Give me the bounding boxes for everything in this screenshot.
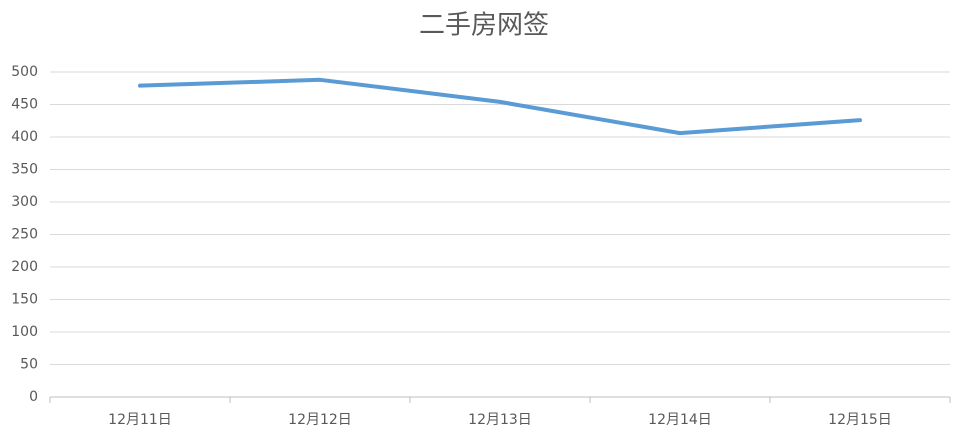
y-tick-label: 100 xyxy=(11,324,38,340)
y-tick-label: 200 xyxy=(11,259,38,275)
y-tick-label: 0 xyxy=(29,389,38,405)
y-tick-label: 350 xyxy=(11,162,38,178)
x-tick-label: 12月15日 xyxy=(828,412,892,428)
line-series xyxy=(138,77,862,136)
x-tick-label: 12月11日 xyxy=(108,412,172,428)
x-tick-label: 12月12日 xyxy=(288,412,352,428)
chart-title: 二手房网签 xyxy=(419,11,549,41)
y-tick-label: 50 xyxy=(20,357,38,373)
y-tick-label: 400 xyxy=(11,129,38,145)
x-tick-label: 12月13日 xyxy=(468,412,532,428)
x-tick-label: 12月14日 xyxy=(648,412,712,428)
y-tick-label: 450 xyxy=(11,97,38,113)
y-tick-label: 300 xyxy=(11,194,38,210)
y-tick-label: 150 xyxy=(11,292,38,308)
y-tick-label: 500 xyxy=(11,64,38,80)
y-tick-label: 250 xyxy=(11,227,38,243)
